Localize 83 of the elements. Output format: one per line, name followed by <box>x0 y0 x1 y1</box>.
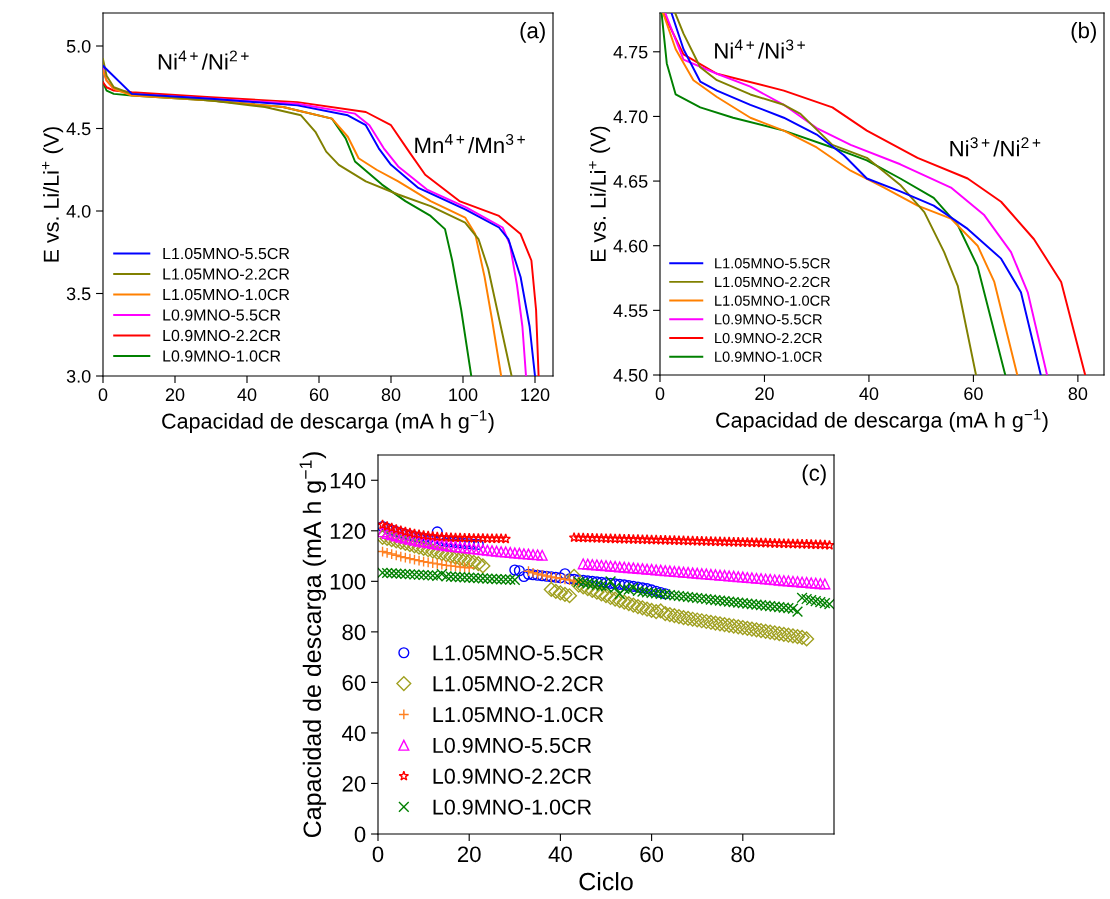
annotation: (b) <box>1071 22 1096 43</box>
annotation: (c) <box>802 464 826 486</box>
point <box>386 548 398 560</box>
y-tick-label: 140 <box>330 472 366 489</box>
x-tick-label: 80 <box>381 388 401 402</box>
legend-label: L1.05MNO-5.5CR <box>433 645 604 661</box>
x-tick-label: 0 <box>372 846 384 863</box>
point <box>618 579 630 591</box>
y-tick-label: 4.0 <box>66 204 91 218</box>
x-tick-label: 40 <box>859 387 879 401</box>
legend-label: L0.9MNO-1.0CR <box>433 799 592 815</box>
legend-label: L1.05MNO-1.0CR <box>715 295 830 306</box>
point <box>609 578 621 590</box>
x-tick-label: 60 <box>964 387 983 401</box>
legend-label: L1.05MNO-1.0CR <box>163 288 290 301</box>
x-tick-label: 80 <box>1068 387 1088 401</box>
y-tick-label: 4.5 <box>66 122 91 136</box>
x-axis-title: Capacidad de descarga (mA h g$^{−1}$) <box>162 410 494 433</box>
point <box>636 582 649 594</box>
point <box>513 565 525 577</box>
x-tick-label: 0 <box>98 388 108 402</box>
annotation: Ni$^{3+}$/Ni$^{2+}$ <box>950 137 1041 157</box>
annotation: (a) <box>520 22 545 43</box>
x-tick-label: 20 <box>457 846 481 863</box>
y-tick-label: 100 <box>330 573 366 590</box>
legend-label: L1.05MNO-1.0CR <box>433 706 604 723</box>
legend-label: L0.9MNO-5.5CR <box>433 737 592 754</box>
x-tick-label: 40 <box>548 846 572 863</box>
annotation: Mn$^{4+}$/Mn$^{3+}$ <box>415 133 525 154</box>
y-tick-label: 4.55 <box>613 304 648 318</box>
point <box>632 581 644 593</box>
legend-label: L1.05MNO-5.5CR <box>715 258 830 269</box>
legend-label: L0.9MNO-5.5CR <box>163 309 281 321</box>
y-axis-title: E vs. Li/Li$^{+}$ (V) <box>42 127 64 262</box>
point <box>518 570 530 583</box>
y-tick-label: 80 <box>342 624 366 641</box>
y-tick-label: 20 <box>342 776 366 792</box>
x-tick-label: 20 <box>165 388 185 402</box>
legend-label: L0.9MNO-2.2CR <box>163 329 281 342</box>
legend-label: L1.05MNO-2.2CR <box>433 676 604 692</box>
point <box>559 568 571 580</box>
y-axis-title: Capacidad de descarga (mA h g$^{−1}$) <box>299 452 327 838</box>
point <box>614 578 626 590</box>
legend-label: L0.9MNO-5.5CR <box>715 314 822 325</box>
x-axis-title: Ciclo <box>579 872 633 891</box>
point <box>408 554 421 566</box>
point <box>418 556 430 568</box>
legend-label: L0.9MNO-1.0CR <box>163 350 281 362</box>
y-tick-label: 40 <box>341 725 366 742</box>
y-tick-label: 0 <box>354 826 366 843</box>
x-tick-label: 120 <box>521 388 550 402</box>
point <box>472 538 484 551</box>
x-tick-label: 100 <box>449 388 478 402</box>
y-tick-label: 3.5 <box>66 287 91 301</box>
y-tick-label: 4.65 <box>613 175 648 188</box>
x-tick-label: 80 <box>731 846 755 863</box>
legend-label: L1.05MNO-2.2CR <box>715 276 830 288</box>
legend-label: L0.9MNO-1.0CR <box>715 351 822 362</box>
annotation: Ni$^{4+}$/Ni$^{2+}$ <box>158 50 249 70</box>
y-tick-label: 4.50 <box>613 368 648 382</box>
point <box>595 576 607 588</box>
x-axis-title: Capacidad de descarga (mA h g$^{−1}$) <box>716 409 1048 432</box>
y-tick-label: 120 <box>330 523 366 540</box>
point <box>509 564 521 576</box>
y-axis-title: E vs. Li/Li$^{+}$ (V) <box>588 126 611 262</box>
x-tick-label: 20 <box>755 387 774 401</box>
legend-label: L0.9MNO-2.2CR <box>433 768 592 784</box>
point <box>399 552 411 564</box>
y-tick-label: 60 <box>342 674 366 691</box>
y-tick-label: 4.60 <box>613 239 648 253</box>
y-tick-label: 3.0 <box>66 369 91 383</box>
y-tick-label: 4.70 <box>613 110 648 124</box>
x-tick-label: 60 <box>640 846 664 863</box>
legend-label: L0.9MNO-2.2CR <box>715 332 822 344</box>
annotation: Ni$^{4+}$/Ni$^{3+}$ <box>715 39 805 59</box>
x-tick-label: 40 <box>237 388 257 402</box>
x-tick-label: 60 <box>309 388 329 402</box>
legend-label: L1.05MNO-2.2CR <box>163 268 290 280</box>
x-tick-label: 0 <box>655 387 665 401</box>
point <box>623 580 635 592</box>
legend-label: L1.05MNO-5.5CR <box>163 247 290 260</box>
y-tick-label: 5.0 <box>66 39 91 53</box>
y-tick-label: 4.75 <box>613 45 648 59</box>
